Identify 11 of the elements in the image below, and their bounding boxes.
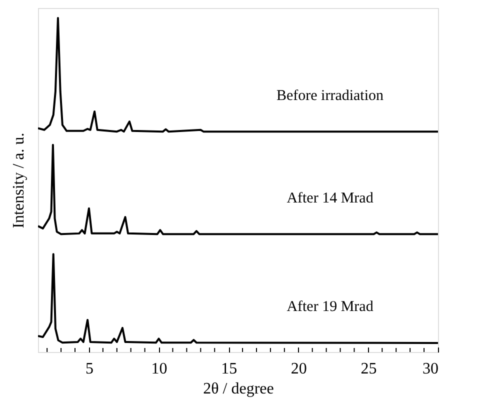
x-tick-label: 15 <box>221 360 238 378</box>
x-tick-label: 5 <box>85 360 94 378</box>
x-tick-label: 20 <box>290 360 307 378</box>
x-tick-label: 30 <box>422 360 438 378</box>
series-label: After 19 Mrad <box>286 299 374 316</box>
x-tick-label: 10 <box>151 360 168 378</box>
y-axis-title: Intensity / a. u. <box>10 132 28 228</box>
x-axis-title: 2θ / degree <box>203 380 274 398</box>
x-tick-label: 25 <box>360 360 377 378</box>
series-label: After 14 Mrad <box>286 190 374 206</box>
series-label: Before irradiation <box>276 88 384 104</box>
